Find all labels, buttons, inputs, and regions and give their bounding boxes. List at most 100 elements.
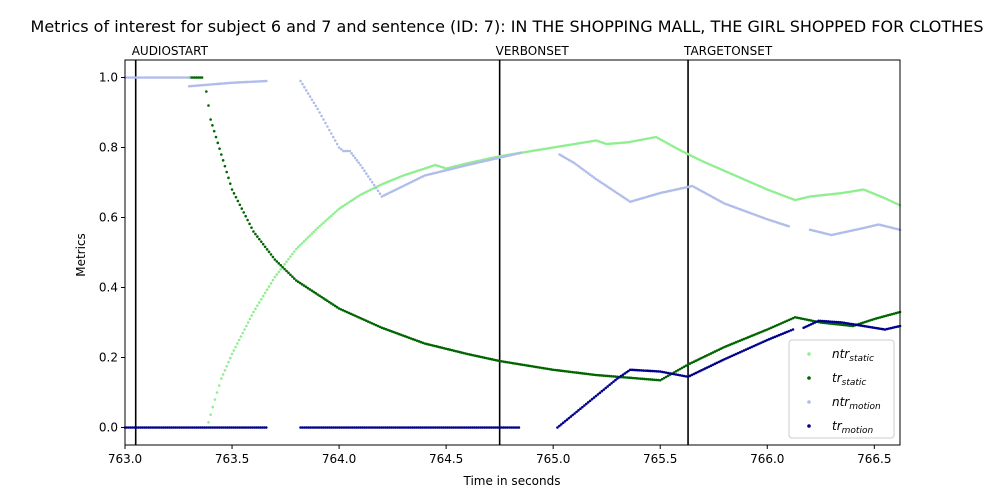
data-point <box>592 396 596 399</box>
data-point <box>534 149 537 152</box>
data-point <box>773 324 777 328</box>
data-point <box>409 426 413 429</box>
data-point <box>664 371 668 374</box>
data-point <box>561 369 565 373</box>
data-point <box>442 169 446 173</box>
data-point <box>577 142 580 145</box>
data-point <box>388 191 391 194</box>
data-point <box>326 125 329 128</box>
data-point <box>413 170 417 173</box>
data-point <box>846 190 850 194</box>
data-point <box>261 242 265 246</box>
data-point <box>401 426 405 429</box>
data-point <box>388 179 391 183</box>
data-point <box>488 426 492 429</box>
data-point <box>444 168 448 172</box>
data-point <box>316 426 320 429</box>
data-point <box>228 81 232 85</box>
data-point <box>577 371 580 375</box>
data-point <box>221 159 225 162</box>
data-point <box>178 76 181 79</box>
data-point <box>645 377 648 381</box>
data-point <box>407 426 411 429</box>
x-axis-label: Time in seconds <box>463 474 561 488</box>
data-point <box>752 333 755 337</box>
data-point <box>553 145 557 149</box>
data-point <box>349 426 353 429</box>
data-point <box>344 149 347 153</box>
data-point <box>357 426 360 429</box>
data-point <box>767 218 771 222</box>
data-point <box>807 318 811 322</box>
data-point <box>355 426 358 429</box>
data-point <box>405 426 409 429</box>
data-point <box>168 426 171 429</box>
data-point <box>183 426 187 429</box>
data-point <box>357 161 361 164</box>
data-point <box>797 316 801 320</box>
data-point <box>823 193 827 197</box>
data-point <box>433 344 436 348</box>
data-point <box>538 148 541 152</box>
data-point <box>818 194 821 197</box>
data-point <box>657 370 660 373</box>
data-point <box>227 360 230 364</box>
data-point <box>584 170 588 174</box>
data-point <box>779 333 783 336</box>
data-point <box>879 223 882 227</box>
data-point <box>454 349 458 353</box>
data-point <box>326 426 329 429</box>
data-point <box>242 211 246 214</box>
data-point <box>158 76 162 79</box>
data-point <box>386 426 389 429</box>
data-point <box>623 376 627 379</box>
data-point <box>672 145 676 148</box>
data-point <box>809 319 813 322</box>
data-point <box>678 367 682 371</box>
data-point <box>777 322 781 326</box>
data-point <box>243 328 246 331</box>
data-point <box>688 153 691 157</box>
data-point <box>528 364 532 368</box>
data-point <box>365 319 368 323</box>
data-point <box>764 217 767 220</box>
data-point <box>257 301 261 304</box>
data-point <box>343 426 347 429</box>
data-point <box>742 337 746 341</box>
data-point <box>296 280 300 284</box>
data-point <box>265 79 268 83</box>
data-point <box>299 426 302 429</box>
data-point <box>613 142 616 145</box>
data-point <box>334 426 337 429</box>
data-point <box>237 338 241 342</box>
data-point <box>217 384 221 387</box>
data-point <box>450 348 454 352</box>
data-point <box>730 342 734 346</box>
data-point <box>312 230 316 234</box>
data-point <box>783 223 787 227</box>
legend-label: trmotion <box>832 419 873 436</box>
data-point <box>350 152 353 155</box>
data-point <box>511 361 515 365</box>
data-point <box>647 378 650 381</box>
data-point <box>860 188 863 192</box>
data-point <box>727 344 730 347</box>
data-point <box>674 373 678 376</box>
data-point <box>226 426 229 429</box>
data-point <box>690 154 693 158</box>
data-point <box>300 283 304 286</box>
data-point <box>207 83 210 86</box>
data-point <box>312 290 316 294</box>
data-point <box>569 143 572 146</box>
data-point <box>583 372 586 375</box>
data-point <box>678 373 682 377</box>
data-point <box>538 366 542 369</box>
data-point <box>765 328 769 331</box>
data-point <box>330 132 333 135</box>
data-point <box>370 180 374 184</box>
data-point <box>306 426 310 429</box>
data-point <box>195 84 199 87</box>
data-point <box>422 426 426 429</box>
y-tick-label: 0.8 <box>99 141 118 155</box>
data-point <box>446 347 450 351</box>
